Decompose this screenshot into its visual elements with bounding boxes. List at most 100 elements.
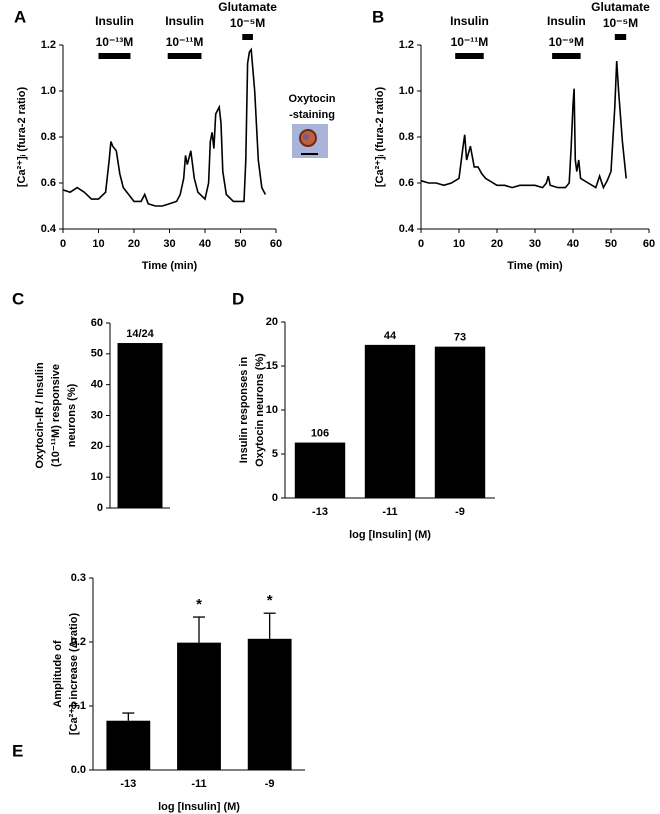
inset-image: [292, 124, 328, 158]
x-tick-label: -9: [455, 506, 465, 518]
y-tick-label: 1.2: [41, 39, 56, 51]
y-axis-label: [Ca²⁺]ᵢ (fura-2 ratio): [374, 87, 386, 188]
stimulus-concentration: 10⁻¹¹M: [451, 35, 489, 49]
trace: [62, 47, 267, 207]
y-axis-label: Amplitude of: [52, 640, 64, 708]
bar-label: 14/24: [126, 328, 154, 340]
bar-label: 73: [454, 332, 466, 344]
y-tick-label: 0.1: [71, 700, 86, 712]
y-tick-label: 0.8: [399, 131, 414, 143]
y-tick-label: 10: [266, 404, 278, 416]
x-tick-label: 40: [199, 238, 211, 250]
y-tick-label: 10: [91, 471, 103, 483]
stimulus-bar: [455, 53, 484, 59]
x-axis-label: log [Insulin] (M): [158, 801, 240, 813]
x-tick-label: -13: [120, 778, 136, 790]
bar-label: 106: [311, 427, 329, 439]
stimulus-bar: [614, 34, 627, 40]
y-tick-label: 1.2: [399, 39, 414, 51]
y-tick-label: 0.6: [399, 177, 414, 189]
x-tick-label: 0: [418, 238, 424, 250]
x-axis-label: Time (min): [507, 260, 563, 272]
cell-nucleus: [303, 134, 309, 140]
y-axis-label: neurons (%): [66, 383, 78, 447]
panel-label: E: [12, 741, 23, 760]
bar-label: 44: [384, 330, 397, 342]
bar: [106, 720, 151, 770]
y-tick-label: 20: [91, 440, 103, 452]
inset-label: Oxytocin: [288, 93, 335, 105]
significance-mark: *: [196, 596, 202, 613]
x-tick-label: 20: [128, 238, 140, 250]
x-tick-label: 40: [567, 238, 579, 250]
error-bar: [193, 616, 205, 643]
bar: [177, 642, 221, 770]
y-axis-label: Oxytocin-IR / Insulin: [34, 362, 46, 469]
bar: [117, 343, 163, 508]
y-tick-label: 40: [91, 379, 103, 391]
y-tick-label: 0.0: [71, 764, 86, 776]
stimulus-bar: [242, 34, 253, 40]
x-tick-label: 50: [605, 238, 617, 250]
bar: [364, 344, 416, 498]
y-tick-label: 0.4: [41, 223, 57, 235]
y-axis-label: [Ca²⁺]ᵢ (fura-2 ratio): [16, 87, 28, 188]
y-tick-label: 0: [272, 492, 278, 504]
stimulus-bar: [167, 53, 202, 59]
trace: [420, 61, 627, 190]
bar: [434, 346, 486, 498]
x-tick-label: 60: [643, 238, 655, 250]
panel-label: D: [232, 289, 244, 308]
x-axis-label: log [Insulin] (M): [349, 529, 431, 541]
y-tick-label: 0: [97, 502, 103, 514]
x-tick-label: -11: [191, 778, 206, 790]
y-tick-label: 0.3: [71, 572, 86, 584]
significance-mark: *: [267, 592, 273, 609]
inset-label: -staining: [289, 109, 335, 121]
x-tick-label: 30: [529, 238, 541, 250]
y-axis-label: Insulin responses in: [238, 357, 250, 464]
y-tick-label: 15: [266, 360, 278, 372]
x-tick-label: 0: [60, 238, 66, 250]
x-axis-label: Time (min): [142, 260, 198, 272]
stimulus-label: Insulin: [165, 14, 204, 28]
x-tick-label: 10: [453, 238, 465, 250]
stimulus-label: Glutamate: [218, 0, 277, 14]
x-tick-label: -11: [382, 506, 397, 518]
y-tick-label: 0.2: [71, 636, 86, 648]
x-tick-label: 20: [491, 238, 503, 250]
stimulus-bar: [98, 53, 131, 59]
x-tick-label: 30: [163, 238, 175, 250]
stimulus-label: Insulin: [547, 14, 586, 28]
y-axis-label: Oxytocin neurons (%): [254, 353, 266, 467]
x-tick-label: 50: [234, 238, 246, 250]
x-tick-label: 60: [270, 238, 282, 250]
y-tick-label: 0.4: [399, 223, 415, 235]
error-bar: [122, 712, 135, 721]
y-tick-label: 0.8: [41, 131, 56, 143]
y-tick-label: 60: [91, 317, 103, 329]
stimulus-concentration: 10⁻¹³M: [96, 35, 134, 49]
y-axis-label: (10⁻¹¹M) responsive: [50, 364, 62, 467]
y-axis-label: [Ca²⁺]ᵢ increase (Δratio): [68, 613, 80, 736]
bar: [294, 442, 346, 498]
stimulus-bar: [552, 53, 581, 59]
y-tick-label: 0.6: [41, 177, 56, 189]
stimulus-concentration: 10⁻⁹M: [549, 35, 584, 49]
panel-label: C: [12, 289, 24, 308]
y-tick-label: 5: [272, 448, 278, 460]
panel-label: A: [14, 7, 26, 26]
stimulus-concentration: 10⁻¹¹M: [166, 35, 204, 49]
stimulus-concentration: 10⁻⁵M: [230, 16, 265, 30]
stimulus-label: Insulin: [95, 14, 134, 28]
error-bar: [263, 612, 276, 639]
bar: [247, 638, 292, 770]
stimulus-concentration: 10⁻⁵M: [603, 16, 638, 30]
y-tick-label: 1.0: [41, 85, 56, 97]
y-tick-label: 50: [91, 348, 103, 360]
x-tick-label: -13: [312, 506, 328, 518]
y-tick-label: 30: [91, 409, 103, 421]
stimulus-label: Insulin: [450, 14, 489, 28]
